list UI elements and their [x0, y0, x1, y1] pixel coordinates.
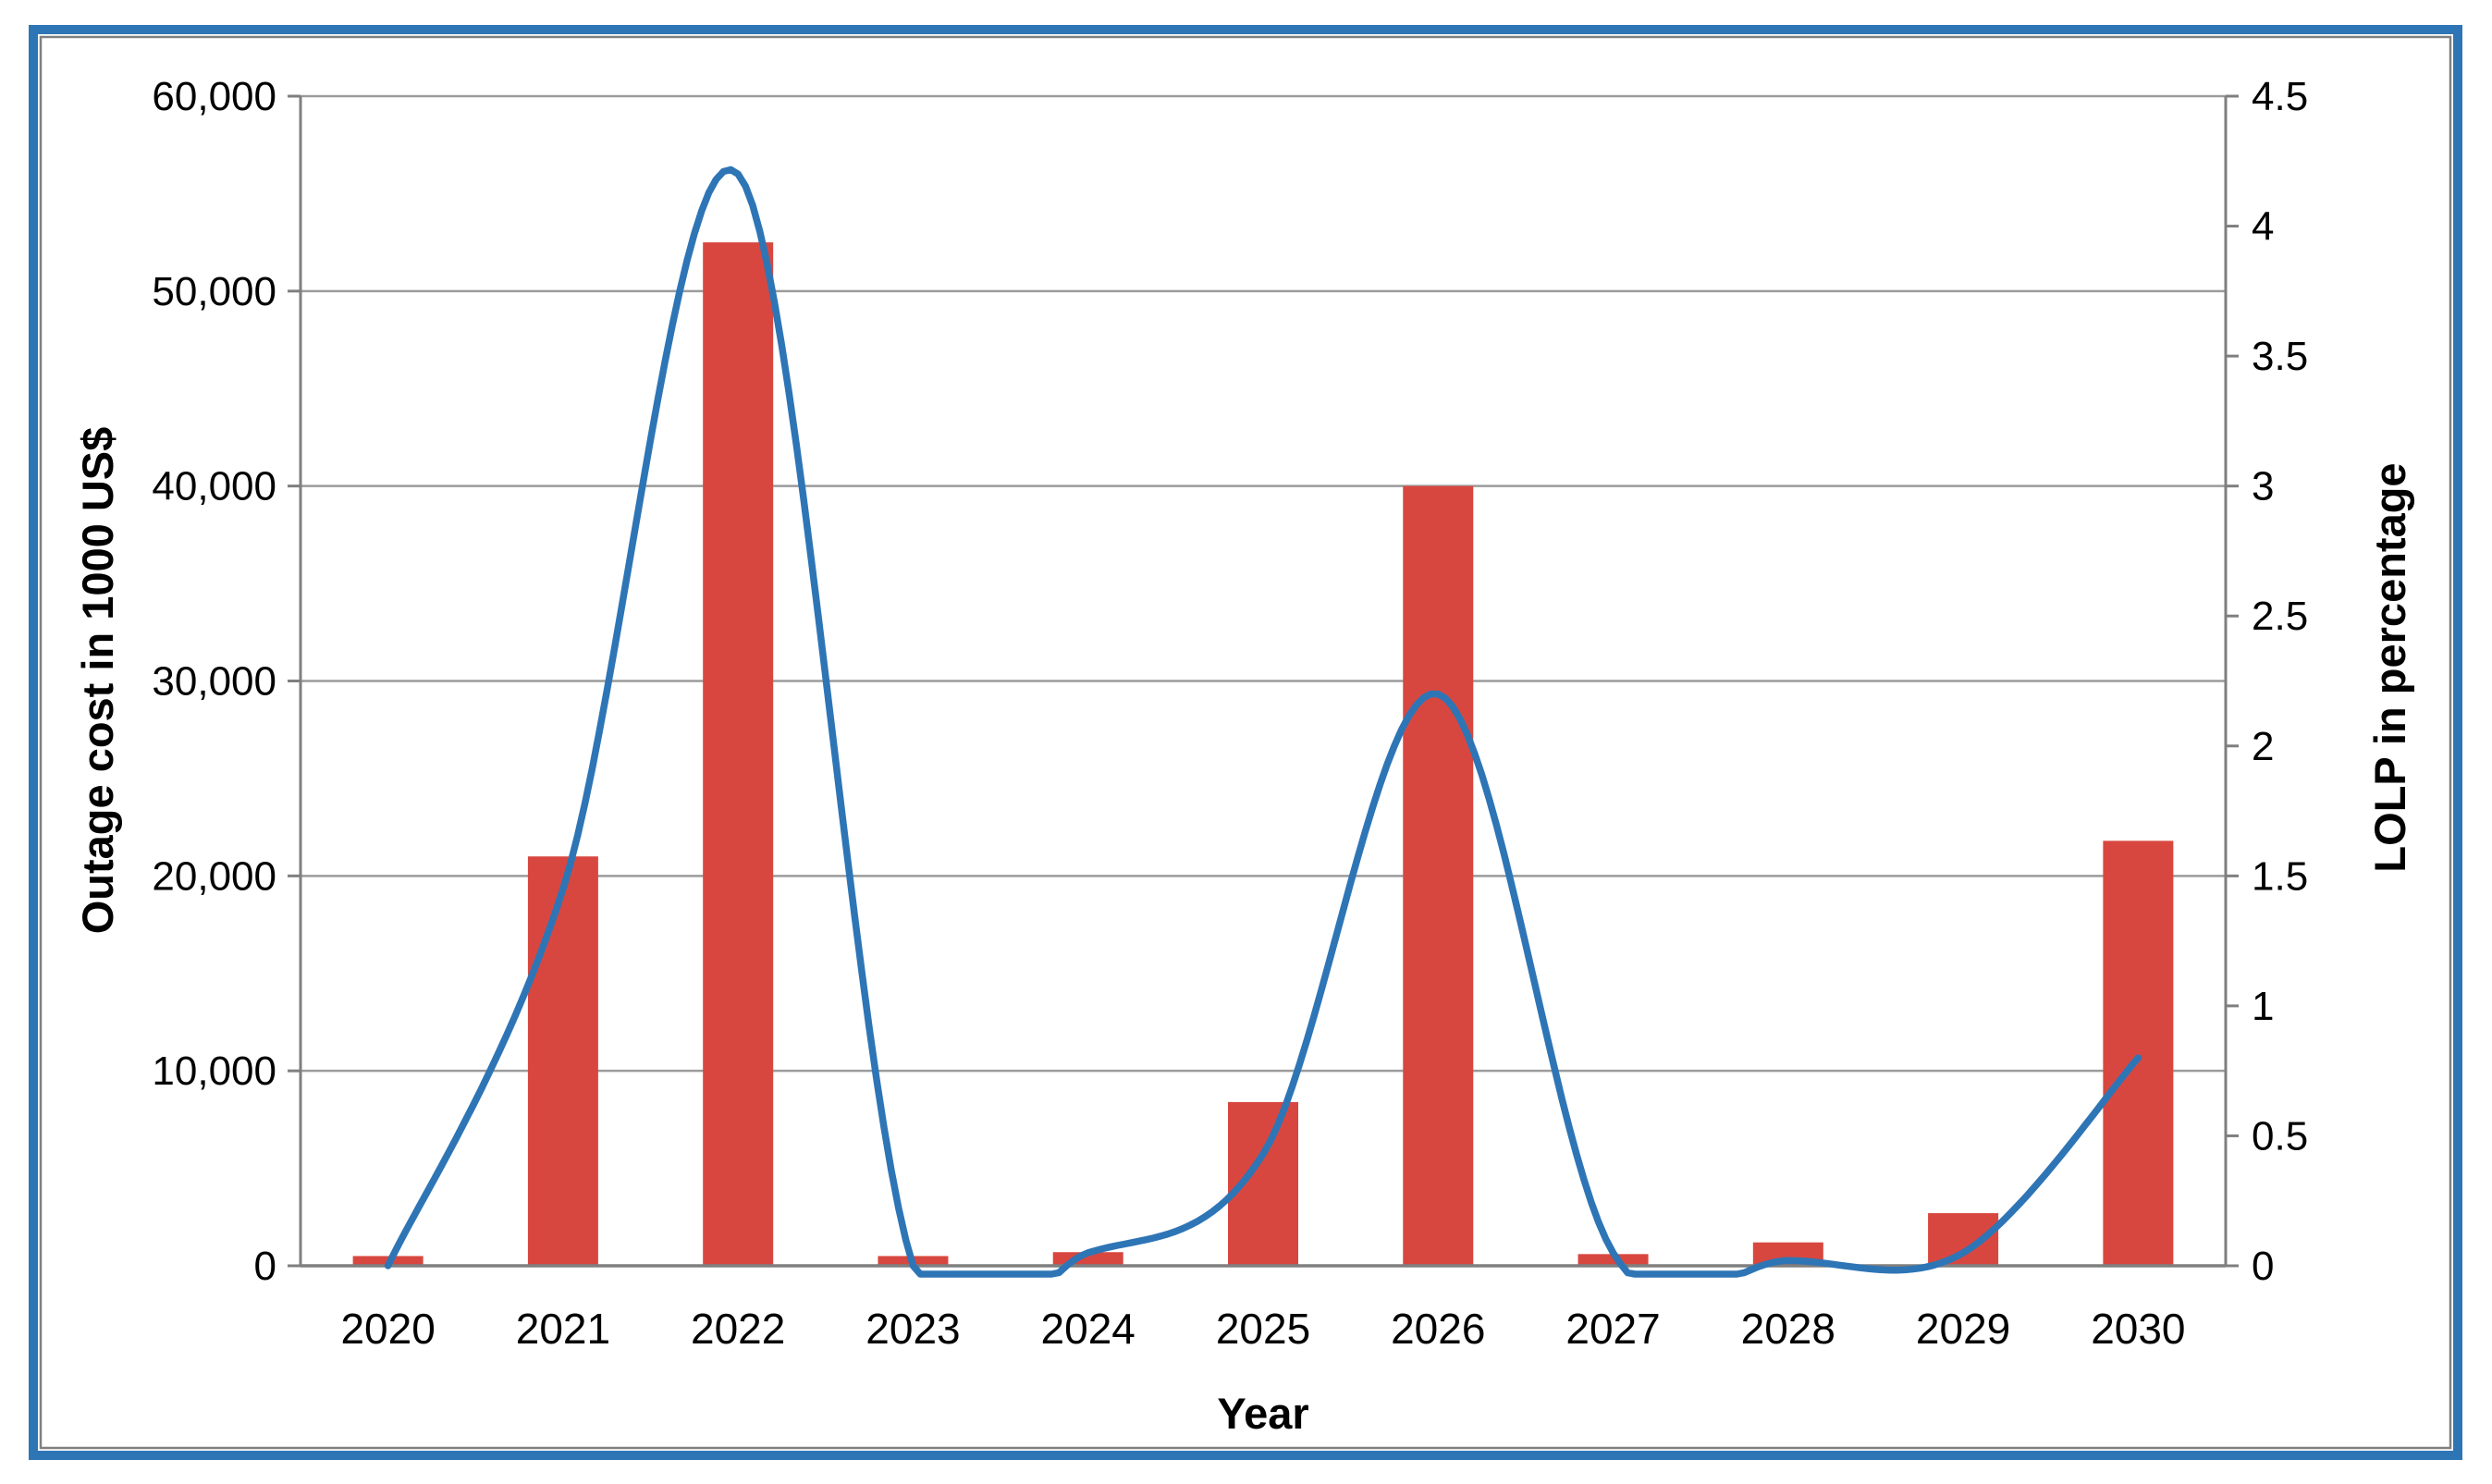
x-axis-title: Year: [1217, 1389, 1308, 1438]
x-tick-label: 2022: [691, 1305, 785, 1353]
x-tick-label: 2024: [1041, 1305, 1136, 1353]
lolp-line-path: [384, 166, 2142, 1278]
outage-cost-bars: [352, 242, 2174, 1266]
left-tick-label: 20,000: [152, 853, 276, 899]
left-tick-label: 40,000: [152, 464, 276, 509]
y-axis-title-left: Outage cost in 1000 US$: [73, 427, 122, 935]
right-tick-label: 4.5: [2252, 74, 2308, 119]
right-tick-label: 0: [2252, 1244, 2274, 1289]
x-tick-label: 2028: [1741, 1305, 1835, 1353]
right-tick-label: 2.5: [2252, 594, 2308, 639]
figure-border-frame: [29, 25, 2462, 1460]
right-tick-label: 0.5: [2252, 1113, 2308, 1159]
bar-2027: [1577, 1254, 1649, 1266]
left-tick-label: 10,000: [152, 1049, 276, 1094]
right-tick-label: 4: [2252, 204, 2274, 250]
x-tick-label: 2020: [340, 1305, 435, 1353]
right-tick-label: 3.5: [2252, 334, 2308, 379]
axes: [288, 94, 2239, 1268]
bar-2026: [1403, 485, 1474, 1266]
x-tick-label: 2026: [1391, 1305, 1485, 1353]
y-axis-title-right: LOLP in percentage: [2365, 462, 2414, 872]
x-tick-label: 2029: [1916, 1305, 2010, 1353]
x-tick-label: 2027: [1565, 1305, 1660, 1353]
right-tick-label: 1.5: [2252, 853, 2308, 899]
axis-tick-labels: 0 10,000 20,000 30,000 40,000 50,000 60,000 0 0.…: [152, 74, 2308, 1353]
bar-2030: [2103, 840, 2174, 1266]
x-tick-label: 2025: [1216, 1305, 1310, 1353]
right-tick-label: 1: [2252, 984, 2274, 1029]
bar-2022: [703, 242, 774, 1266]
right-tick-label: 2: [2252, 724, 2274, 769]
right-tick-label: 3: [2252, 464, 2274, 509]
left-tick-label: 50,000: [152, 269, 276, 314]
left-tick-label: 30,000: [152, 659, 276, 705]
x-tick-label: 2021: [516, 1305, 610, 1353]
left-tick-label: 0: [254, 1244, 276, 1289]
lolp-line-series: [384, 166, 2142, 1278]
bar-2021: [527, 856, 598, 1266]
left-tick-label: 60,000: [152, 74, 276, 119]
bar-2029: [1928, 1213, 1999, 1266]
x-tick-label: 2023: [865, 1305, 960, 1353]
x-tick-label: 2030: [2091, 1305, 2185, 1353]
gridlines: [301, 94, 2226, 1073]
